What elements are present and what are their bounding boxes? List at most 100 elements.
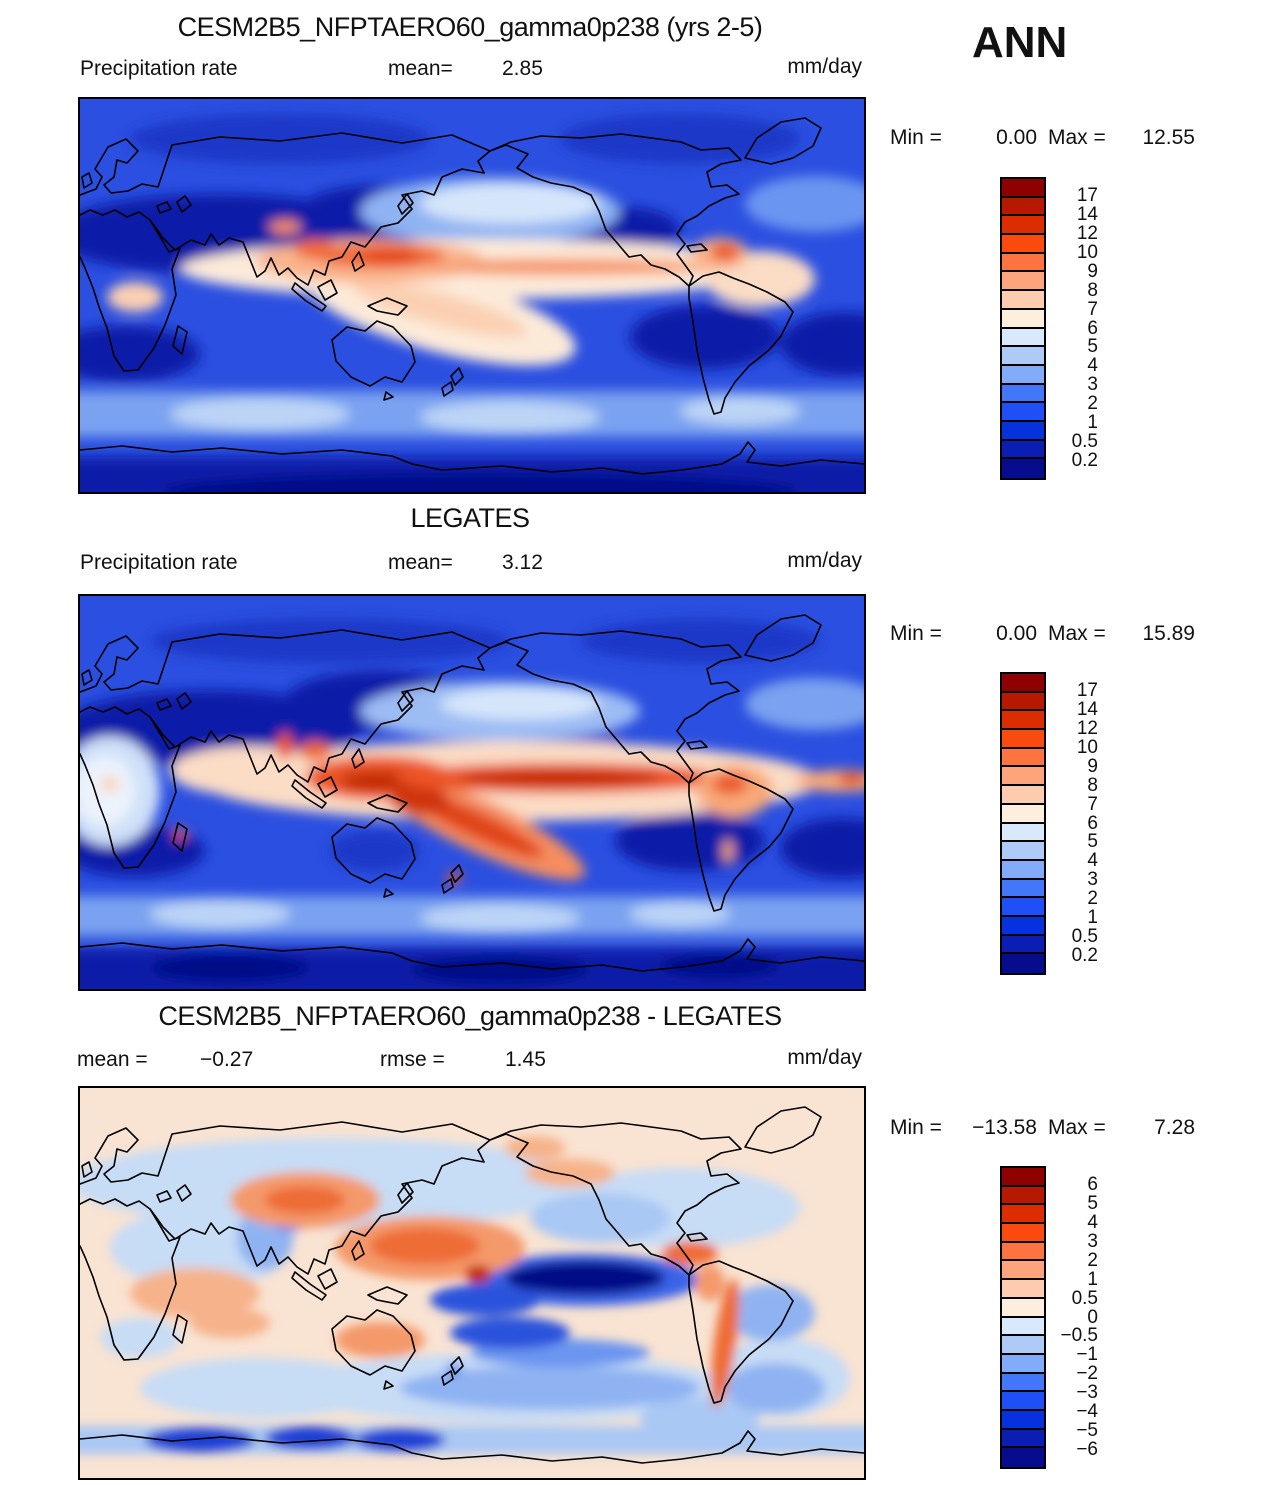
panel3-units: mm/day (787, 1046, 862, 1069)
panel2-colorbar-labels: 17 14 12 10 9 8 7 6 5 4 3 2 1 0.5 0.2 (1052, 672, 1098, 975)
panel3-mean-value: −0.27 (200, 1048, 254, 1071)
colorbar-tick-label: 0.5 (1071, 1288, 1098, 1309)
colorbar-cell (1002, 1261, 1044, 1281)
colorbar-tick-label: 6 (1087, 813, 1098, 834)
colorbar-tick-label: 7 (1087, 299, 1098, 320)
colorbar-tick-label: 4 (1087, 355, 1098, 376)
panel2-min-value: 0.00 (996, 622, 1037, 645)
colorbar-tick-label: 14 (1076, 699, 1098, 720)
colorbar-tick-label: 17 (1076, 680, 1098, 701)
colorbar-cell (1002, 1242, 1044, 1262)
colorbar-cell (1002, 711, 1044, 731)
colorbar-cell (1002, 403, 1044, 422)
panel3-mean-label: mean = (77, 1048, 148, 1071)
colorbar-cell (1002, 1448, 1044, 1467)
colorbar-cell (1002, 459, 1044, 478)
colorbar-tick-label: 14 (1076, 204, 1098, 225)
colorbar-cell (1002, 954, 1044, 973)
panel1-colorbar-labels: 17 14 12 10 9 8 7 6 5 4 3 2 1 0.5 0.2 (1052, 177, 1098, 480)
colorbar-tick-label: 1 (1087, 1269, 1098, 1290)
colorbar-tick-label: 8 (1087, 280, 1098, 301)
colorbar-cell (1002, 365, 1044, 385)
colorbar-tick-label: 0.5 (1071, 926, 1098, 947)
panel2-title: LEGATES (410, 503, 530, 533)
panel3-colorbar-labels: 6 5 4 3 2 1 0.5 0 −0.5 −1 −2 −3 −4 −5 −6 (1052, 1166, 1098, 1469)
colorbar-cell (1002, 1280, 1044, 1299)
panel1-mean-label: mean= (388, 57, 453, 80)
colorbar-cell (1002, 347, 1044, 366)
colorbar-cell (1002, 1392, 1044, 1411)
colorbar-tick-label: 9 (1087, 756, 1098, 777)
colorbar-tick-label: 8 (1087, 775, 1098, 796)
colorbar-cell (1002, 384, 1044, 404)
panel3-title: CESM2B5_NFPTAERO60_gamma0p238 - LEGATES (158, 1001, 782, 1031)
panel2-max-value: 15.89 (1142, 622, 1195, 645)
panel3-max-value: 7.28 (1154, 1116, 1195, 1139)
season-label: ANN (972, 18, 1068, 67)
colorbar-cell (1002, 272, 1044, 292)
colorbar-tick-label: 1 (1087, 907, 1098, 928)
colorbar-tick-label: 2 (1087, 393, 1098, 414)
colorbar-cell (1002, 1429, 1044, 1449)
colorbar-tick-label: −2 (1076, 1363, 1098, 1384)
colorbar-cell (1002, 1168, 1044, 1187)
colorbar-cell (1002, 823, 1044, 843)
colorbar-tick-label: 0.5 (1071, 431, 1098, 452)
colorbar-cell (1002, 842, 1044, 861)
colorbar-tick-label: 5 (1087, 336, 1098, 357)
colorbar-tick-label: 7 (1087, 794, 1098, 815)
colorbar-cell (1002, 421, 1044, 441)
panel1-max-value: 12.55 (1142, 126, 1195, 149)
colorbar-tick-label: 10 (1076, 737, 1098, 758)
map-model-svg (80, 99, 864, 492)
colorbar-cell (1002, 216, 1044, 236)
panel3-rmse-value: 1.45 (505, 1048, 546, 1071)
map-diff (78, 1086, 866, 1480)
panel3-max-label: Max = (1048, 1116, 1106, 1139)
colorbar-cell (1002, 440, 1044, 460)
colorbar-tick-label: 6 (1087, 318, 1098, 339)
panel3-colorbar (1000, 1166, 1046, 1469)
colorbar-cell (1002, 1354, 1044, 1374)
colorbar-cell (1002, 804, 1044, 824)
colorbar-tick-label: 1 (1087, 412, 1098, 433)
colorbar-tick-label: −1 (1076, 1344, 1098, 1365)
panel1-min-value: 0.00 (996, 126, 1037, 149)
colorbar-cell (1002, 1224, 1044, 1243)
colorbar-cell (1002, 291, 1044, 310)
colorbar-tick-label: 12 (1076, 718, 1098, 739)
colorbar-cell (1002, 1298, 1044, 1318)
colorbar-tick-label: −5 (1076, 1420, 1098, 1441)
panel2-colorbar (1000, 672, 1046, 975)
colorbar-tick-label: −0.5 (1060, 1325, 1098, 1346)
colorbar-tick-label: 2 (1087, 1250, 1098, 1271)
colorbar-cell (1002, 328, 1044, 348)
colorbar-cell (1002, 1336, 1044, 1355)
panel2-field-label: Precipitation rate (80, 551, 238, 574)
colorbar-cell (1002, 309, 1044, 329)
colorbar-cell (1002, 1410, 1044, 1430)
colorbar-cell (1002, 786, 1044, 805)
colorbar-tick-label: 10 (1076, 242, 1098, 263)
colorbar-tick-label: 0.2 (1071, 945, 1098, 966)
panel3-min-value: −13.58 (972, 1116, 1037, 1139)
colorbar-tick-label: 12 (1076, 223, 1098, 244)
colorbar-cell (1002, 692, 1044, 712)
map-model (78, 97, 866, 494)
colorbar-tick-label: 5 (1087, 1193, 1098, 1214)
colorbar-cell (1002, 197, 1044, 217)
colorbar-cell (1002, 253, 1044, 273)
colorbar-tick-label: 3 (1087, 1231, 1098, 1252)
panel1-units: mm/day (787, 55, 862, 78)
map-obs (78, 594, 866, 991)
colorbar-tick-label: 4 (1087, 1212, 1098, 1233)
colorbar-cell (1002, 179, 1044, 198)
colorbar-cell (1002, 916, 1044, 936)
colorbar-tick-label: 3 (1087, 374, 1098, 395)
panel3-rmse-label: rmse = (380, 1048, 445, 1071)
colorbar-cell (1002, 235, 1044, 254)
panel1-title: CESM2B5_NFPTAERO60_gamma0p238 (yrs 2-5) (177, 12, 763, 42)
colorbar-tick-label: 4 (1087, 850, 1098, 871)
map-obs-svg (80, 596, 864, 989)
